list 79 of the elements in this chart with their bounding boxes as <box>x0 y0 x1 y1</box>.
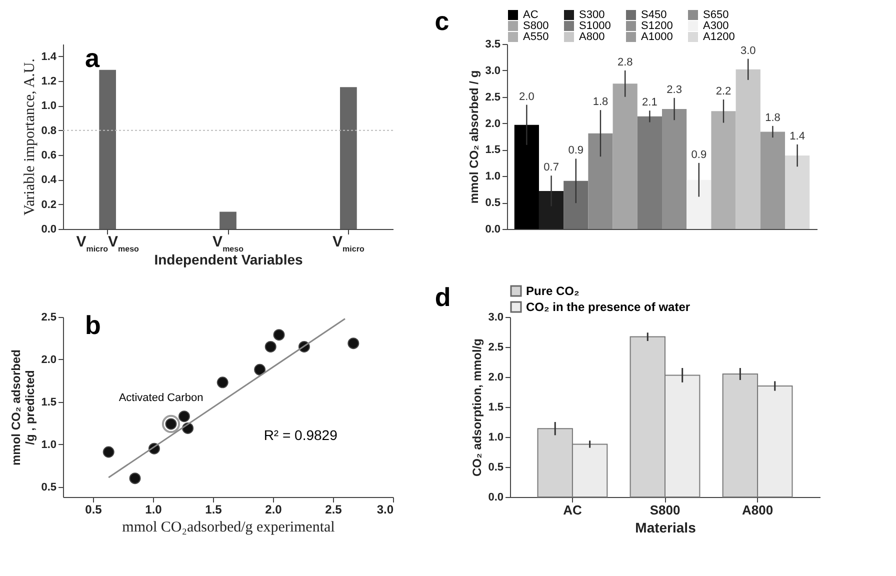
y-tick-label: 2.5 <box>488 342 504 354</box>
chart-title: c <box>434 6 450 36</box>
y-tick-label: 0.6 <box>41 150 56 162</box>
y-axis-title: mmol CO₂ adsorbed /g , predicted <box>9 349 38 466</box>
data-label: 2.1 <box>642 96 658 109</box>
legend-label: S450 <box>641 9 667 21</box>
legend-label: A550 <box>523 31 549 43</box>
legend-label: S650 <box>703 9 729 21</box>
x-axis-title: mmol CO₂adsorbed/g experimental <box>122 520 335 536</box>
y-tick-label: 1.0 <box>488 432 504 444</box>
legend-label: CO₂ in the presence of water <box>526 300 690 314</box>
legend-label: A800 <box>579 31 605 43</box>
x-tick-label: S800 <box>650 502 680 518</box>
y-tick-label: 1.5 <box>485 144 500 156</box>
y-axis-title: mmol CO₂ absorbed / g <box>467 70 482 204</box>
x-tick-label: 2.0 <box>265 502 282 516</box>
x-tick-label: 2.5 <box>325 502 342 516</box>
data-label: 1.8 <box>765 112 780 124</box>
y-tick-label: 1.0 <box>41 438 56 451</box>
y-tick-label: 0.5 <box>485 197 500 210</box>
y-tick-label: 0.2 <box>41 198 56 211</box>
legend-label: AC <box>523 9 538 21</box>
data-label: 2.8 <box>617 56 633 68</box>
x-tick-label: 1.0 <box>145 502 162 516</box>
y-tick-label: 0.4 <box>41 174 58 186</box>
y-tick-label: 2.5 <box>485 91 500 104</box>
x-tick-label: A800 <box>742 502 774 518</box>
y-tick-label: 0.0 <box>41 224 56 236</box>
x-tick-label: V$_{meso}$ <box>212 234 244 253</box>
y-tick-label: 1.0 <box>485 170 500 183</box>
legend-label: S300 <box>579 9 605 21</box>
y-tick-label: 3.0 <box>488 312 504 324</box>
x-tick-label: 0.5 <box>85 502 102 516</box>
legend-label: A1200 <box>703 31 735 43</box>
y-axis-title: Variable importance, A.U. <box>22 58 38 216</box>
data-label: 1.8 <box>592 96 608 108</box>
legend-label: A300 <box>703 20 729 32</box>
y-tick-label: 3.0 <box>485 64 500 77</box>
chart-title: b <box>85 310 101 340</box>
chart-title: a <box>85 43 100 73</box>
x-tick-label: 3.0 <box>376 502 394 516</box>
legend-label: S800 <box>523 20 549 32</box>
y-tick-label: 0.8 <box>41 124 56 137</box>
y-tick-label: 1.5 <box>488 402 504 414</box>
y-tick-label: 0.0 <box>488 492 504 504</box>
x-tick-label: V$_{micro}$V$_{meso}$ <box>76 234 140 253</box>
legend-label: S1200 <box>641 20 673 32</box>
data-label: 3.0 <box>740 44 756 57</box>
data-label: 1.4 <box>790 130 805 142</box>
annotation: R² = 0.9829 <box>264 426 338 443</box>
y-tick-label: 2.5 <box>41 312 56 324</box>
legend-label: A1000 <box>641 31 673 43</box>
y-tick-label: 0.5 <box>41 481 56 494</box>
y-tick-label: 1.0 <box>41 100 56 112</box>
x-tick-label: AC <box>563 502 582 518</box>
y-tick-label: 1.5 <box>41 396 56 408</box>
data-label: 2.2 <box>716 86 732 98</box>
y-tick-label: 1.4 <box>41 50 58 63</box>
x-tick-label: V$_{micro}$ <box>332 234 364 253</box>
y-tick-label: 1.2 <box>41 76 56 88</box>
data-label: 2.3 <box>666 84 682 96</box>
y-tick-label: 2.0 <box>488 372 504 384</box>
data-label: 2.0 <box>519 90 534 103</box>
legend-label: Pure CO₂ <box>526 284 580 298</box>
data-label: 0.7 <box>544 162 559 174</box>
y-axis-title: CO₂ adsorption, mmol/g <box>470 338 484 476</box>
x-tick-label: 1.5 <box>205 502 222 516</box>
y-tick-label: 2.0 <box>41 354 56 366</box>
data-label: 0.9 <box>568 144 584 157</box>
y-tick-label: 3.5 <box>485 38 500 50</box>
y-tick-label: 0.5 <box>488 462 504 474</box>
chart-title: d <box>434 282 451 312</box>
legend-label: S1000 <box>579 20 611 32</box>
annotation: Activated Carbon <box>118 392 204 404</box>
data-label: 0.9 <box>691 148 707 161</box>
x-axis-title: Materials <box>635 520 696 536</box>
x-axis-title: Independent Variables <box>154 252 304 268</box>
y-tick-label: 2.0 <box>485 118 500 130</box>
y-tick-label: 0.0 <box>485 224 500 236</box>
